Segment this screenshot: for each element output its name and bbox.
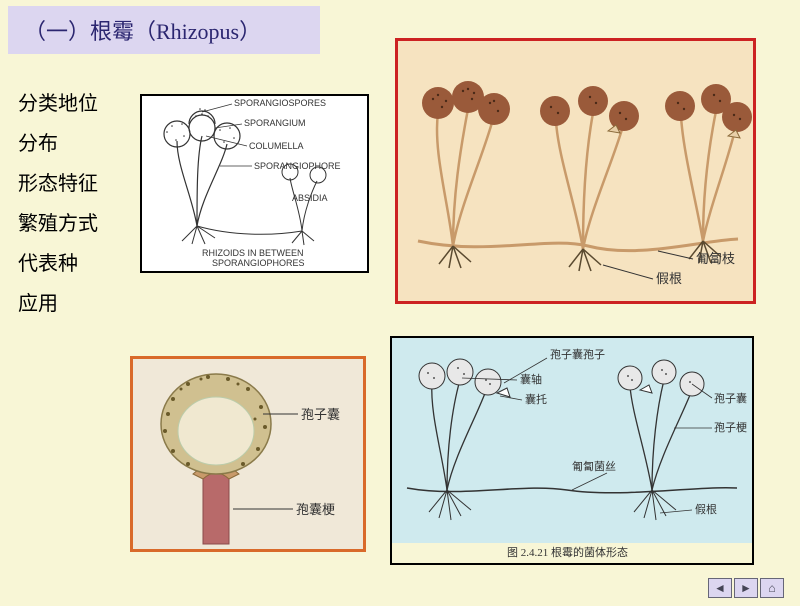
figure-color-rhizopus: 匍匐枝 假根 (395, 38, 756, 304)
label: SPORANGIOPHORES (212, 258, 305, 268)
label: RHIZOIDS IN BETWEEN (202, 248, 304, 258)
figure-morphology-labeled: 孢子囊孢子 囊轴 囊托 孢子囊 孢子梗 匍匐菌丝 假根 图 2.4.21 根霉的… (390, 336, 754, 565)
topic-list: 分类地位 分布 形态特征 繁殖方式 代表种 应用 (18, 84, 98, 324)
nav-buttons: ◄ ► ⌂ (708, 578, 784, 598)
label: 孢子梗 (714, 420, 747, 434)
home-button[interactable]: ⌂ (760, 578, 784, 598)
topic-item: 形态特征 (18, 164, 98, 204)
label: 孢囊梗 (296, 502, 335, 517)
label: SPORANGIOPHORE (254, 161, 341, 171)
label: 孢子囊孢子 (550, 347, 605, 361)
label: SPORANGIUM (244, 118, 306, 128)
prev-button[interactable]: ◄ (708, 578, 732, 598)
topic-item: 繁殖方式 (18, 204, 98, 244)
topic-item: 应用 (18, 284, 98, 324)
label: 囊轴 (520, 372, 542, 386)
label: 孢子囊 (301, 407, 340, 422)
label: ABSIDIA (292, 193, 328, 203)
page-title: （一）根霉（Rhizopus） (8, 6, 320, 54)
topic-item: 代表种 (18, 244, 98, 284)
figure-caption: 图 2.4.21 根霉的菌体形态 (507, 545, 628, 559)
label: 囊托 (525, 392, 547, 406)
next-button[interactable]: ► (734, 578, 758, 598)
topic-item: 分布 (18, 124, 98, 164)
label: COLUMELLA (249, 141, 304, 151)
label: 孢子囊 (714, 391, 747, 405)
label: 匍匐菌丝 (572, 459, 616, 473)
topic-item: 分类地位 (18, 84, 98, 124)
figure-lineart-labeled: SPORANGIOSPORES SPORANGIUM COLUMELLA SPO… (140, 94, 369, 273)
label: 假根 (656, 271, 682, 286)
figure-sporangium-closeup: 孢子囊 孢囊梗 (130, 356, 366, 552)
label: 假根 (695, 502, 717, 516)
label: 匍匐枝 (696, 251, 735, 266)
label: SPORANGIOSPORES (234, 98, 326, 108)
